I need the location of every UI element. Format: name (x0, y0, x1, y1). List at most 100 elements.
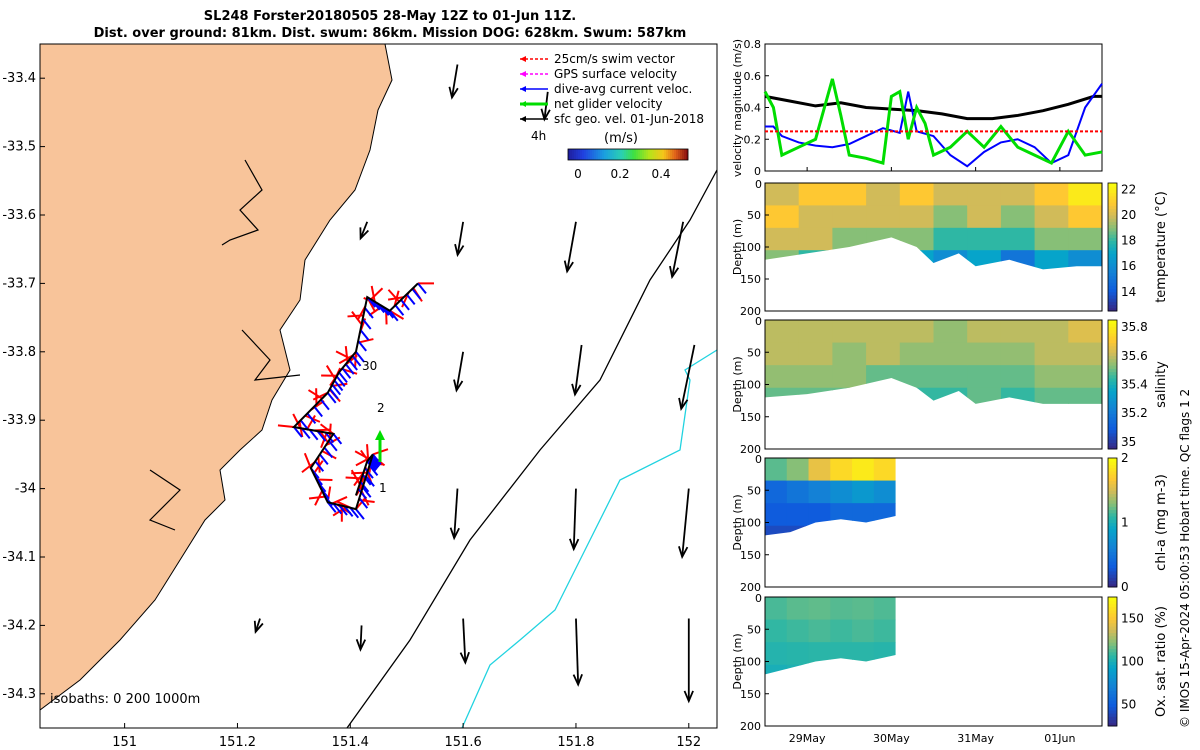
colorbar-tick-label: 150 (1121, 612, 1144, 626)
swim-vector (344, 346, 349, 363)
colorbar-frame (1107, 319, 1118, 450)
colorbar-cell (1108, 458, 1117, 462)
current-vector (332, 433, 343, 445)
map-colorbar-cell (594, 149, 597, 160)
swim-vector (351, 311, 363, 326)
current-vector (324, 431, 335, 444)
map-colorbar-cell (568, 149, 571, 160)
section-cell (1068, 320, 1102, 344)
velocity-ylabel: velocity magnitude (m/s) (731, 39, 744, 177)
colorbar-cell (1108, 410, 1117, 415)
glider-track (291, 282, 419, 511)
colorbar-cell (1108, 371, 1117, 376)
legend-entry: 25cm/s swim vector (554, 52, 675, 66)
map-x-tick-label: 151.2 (219, 735, 256, 750)
current-vector (359, 329, 370, 341)
map-y-tick-label: -33.9 (2, 413, 36, 428)
colorbar-cell (1108, 247, 1117, 251)
colorbar-cell (1108, 381, 1117, 385)
section-ylabel: Depth (m) (731, 356, 744, 412)
track-label: 1 (379, 481, 387, 495)
swim-vector (332, 495, 348, 505)
section-cell (1034, 342, 1069, 366)
current-vector (338, 504, 348, 516)
map-colorbar-frame (567, 148, 689, 161)
section-cell (852, 619, 875, 643)
swim-vector (303, 452, 312, 469)
swim-vector (350, 469, 361, 485)
section-cell (808, 619, 831, 643)
map-colorbar-cell (654, 149, 657, 160)
section-cell (967, 320, 1002, 344)
colorbar-cell (1108, 667, 1117, 672)
current-vector (332, 503, 343, 515)
section-cell (808, 642, 831, 666)
colorbar-cell (1108, 684, 1117, 688)
section-cell (1034, 250, 1069, 270)
colorbar-cell (1108, 638, 1117, 643)
colorbar-cell (1108, 304, 1117, 309)
section-cell (1000, 365, 1036, 389)
map-colorbar-cell (630, 149, 633, 160)
section-cell (1068, 342, 1102, 366)
colorbar-cell (1108, 580, 1117, 585)
current-vector (344, 363, 355, 375)
map-colorbar-cell (624, 149, 627, 160)
section-cell (765, 664, 788, 675)
map-colorbar-cell (620, 149, 623, 160)
section-cell (798, 183, 833, 206)
section-cell (1000, 227, 1036, 251)
current-vector (365, 475, 375, 487)
date-tick-label: 29May (789, 732, 826, 745)
surface-velocity-vector (572, 488, 577, 550)
velocity-y-tick-label: 0.6 (744, 70, 762, 83)
section-y-tick-label: 150 (740, 688, 761, 701)
section-y-zero-label: 0 (755, 453, 762, 466)
colorbar-cell (1108, 713, 1117, 717)
section-cell (933, 320, 968, 344)
section-y-tick-label: 150 (740, 273, 761, 286)
section-cell (798, 342, 833, 366)
colorbar-cell (1108, 349, 1117, 353)
section-cell (798, 365, 833, 389)
map-colorbar-cell (674, 149, 677, 160)
colorbar-cell (1108, 365, 1117, 369)
colorbar-cell (1108, 423, 1117, 427)
colorbar-cell (1108, 250, 1117, 254)
map-frame (39, 43, 718, 729)
colorbar-cell (1108, 419, 1117, 424)
map-colorbar-cell (638, 149, 641, 160)
map-colorbar-cell (684, 149, 687, 160)
section-cell (967, 205, 1002, 229)
surface-velocity-arrowhead (669, 265, 680, 280)
colorbar-cell (1108, 522, 1117, 527)
section-cell (933, 183, 968, 206)
colorbar-cell (1108, 577, 1117, 582)
surface-velocity-arrowhead (569, 538, 580, 552)
colorbar-cell (1108, 603, 1117, 608)
map-colorbar-cell (680, 149, 683, 160)
colorbar-cell (1108, 532, 1117, 536)
colorbar-cell (1108, 696, 1117, 701)
surface-velocity-arrowhead (678, 546, 689, 560)
map-colorbar-cell (614, 149, 617, 160)
section-y-zero-label: 0 (755, 178, 762, 191)
colorbar-cell (1108, 397, 1117, 402)
colorbar-tick-label: 22 (1121, 182, 1136, 196)
map-x-tick-label: 151 (112, 735, 137, 750)
section-cell (765, 227, 800, 251)
surface-velocity-vector (681, 488, 690, 557)
surface-velocity-vector (566, 221, 577, 272)
map-colorbar-cell (636, 149, 639, 160)
map-colorbar-cell (640, 149, 643, 160)
colorbar-cell (1108, 336, 1117, 340)
colorbar-cell (1108, 499, 1117, 504)
legend-swatch-arrowhead (520, 71, 526, 77)
current-vector (355, 351, 365, 363)
colorbar-cell (1108, 288, 1117, 293)
current-vector (333, 379, 344, 392)
colorbar-cell (1108, 272, 1117, 277)
colorbar-cell (1108, 626, 1117, 630)
colorbar-cell (1108, 266, 1117, 270)
